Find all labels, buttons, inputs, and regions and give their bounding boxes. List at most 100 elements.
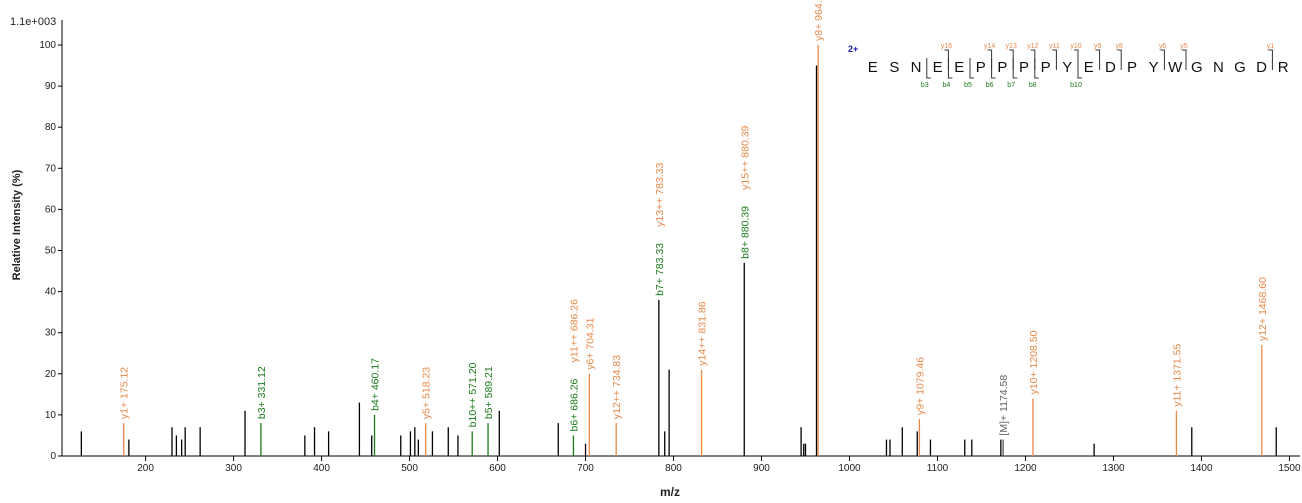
residue: N (911, 59, 922, 76)
y-ion-marker (1074, 49, 1079, 70)
b-ion-label: b8 (1029, 82, 1037, 89)
y-ion-marker (1268, 49, 1273, 70)
b-ion-label: b5 (964, 82, 972, 89)
x-tick-label: 1100 (927, 463, 949, 474)
residue: G (1191, 59, 1203, 76)
y-ion-label: y12 (1027, 43, 1038, 50)
b-ion-marker (1077, 58, 1082, 79)
y-ion-label: y10 (1070, 43, 1081, 50)
y-ion-marker (1052, 49, 1057, 70)
residue: G (1234, 59, 1246, 76)
b-ion-marker (947, 58, 953, 79)
b-ion-marker (926, 58, 931, 79)
x-tick-label: 1000 (838, 463, 861, 474)
peak-label: b4+ 460.17 (370, 358, 382, 411)
b-ion-label: b3 (921, 82, 929, 89)
peak-label: y11++ 686.26 (568, 299, 580, 363)
b-ion-marker (969, 58, 974, 79)
y-ion-marker (1160, 49, 1165, 70)
residue: P (1127, 59, 1137, 76)
y-tick-label: 30 (45, 328, 57, 339)
peak-label: y12++ 734.83 (611, 355, 623, 419)
y-ion-marker (1030, 49, 1036, 70)
residue: Y (1062, 59, 1072, 76)
residue: D (1256, 59, 1267, 76)
peak-label: y14++ 831.86 (697, 301, 709, 365)
y-tick-label: 0 (50, 451, 56, 462)
x-tick-label: 800 (665, 463, 682, 474)
peak-label: y11+ 1371.55 (1171, 343, 1183, 406)
y-ion-label: y14 (984, 43, 995, 50)
y-ion-label: y6 (1159, 43, 1167, 50)
peak-label: y15++ 880.39 (739, 125, 751, 189)
y-tick-label: 80 (45, 122, 57, 133)
y-tick-label: 100 (39, 40, 56, 51)
y-tick-label: 70 (45, 163, 57, 174)
peak-label: y10+ 1208.50 (1028, 330, 1040, 394)
y-tick-label: 50 (45, 246, 57, 257)
peak-label: b8+ 880.39 (739, 206, 751, 259)
x-tick-label: 200 (137, 463, 154, 474)
b-ion-label: b4 (943, 82, 951, 89)
y-ion-label: y13 (1006, 43, 1017, 50)
peak-label: y6+ 704.31 (584, 317, 596, 369)
residue: E (954, 59, 964, 76)
y-ion-label: y1 (1267, 43, 1275, 50)
x-tick-label: 300 (225, 463, 242, 474)
residue: P (997, 59, 1007, 76)
x-tick-label: 1400 (1190, 463, 1213, 474)
y-tick-label: 60 (45, 204, 57, 215)
residue: P (976, 59, 986, 76)
x-tick-label: 1300 (1102, 463, 1125, 474)
x-tick-label: 600 (489, 463, 506, 474)
residue: P (1019, 59, 1029, 76)
residue: P (1041, 59, 1051, 76)
peak-label: y5+ 518.23 (421, 367, 433, 419)
peak-label: y12+ 1468.60 (1257, 277, 1269, 341)
y-ion-label: y9 (1094, 43, 1102, 50)
x-axis-title: m/z (660, 485, 680, 499)
residue: S (889, 59, 899, 76)
b-ion-label: b6 (986, 82, 994, 89)
peak-label: b10++ 571.20 (467, 362, 479, 427)
residue: R (1278, 59, 1289, 76)
peak-label: b5+ 589.21 (483, 366, 495, 419)
charge-state: 2+ (848, 44, 858, 54)
y-ion-marker (1117, 49, 1122, 70)
x-tick-label: 500 (401, 463, 418, 474)
y-ion-label: y16 (941, 43, 952, 50)
peak-label: b3+ 331.12 (256, 366, 268, 419)
x-tick-label: 700 (577, 463, 594, 474)
y-ion-marker (1182, 49, 1187, 70)
residue: D (1105, 59, 1116, 76)
b-ion-marker (1012, 58, 1018, 79)
y-tick-label: 20 (45, 369, 57, 380)
y-ion-marker (1009, 49, 1014, 70)
peak-label: y13++ 783.33 (654, 162, 666, 226)
y-axis-title: Relative Intensity (%) (11, 169, 23, 280)
residue: E (868, 59, 878, 76)
y-ion-marker (1095, 49, 1101, 70)
y-ion-label: y5 (1180, 43, 1188, 50)
y-ion-marker (987, 49, 993, 70)
residue: Y (1149, 59, 1159, 76)
y-ion-label: y11 (1049, 43, 1060, 50)
x-tick-label: 1500 (1278, 463, 1301, 474)
peak-label: b6+ 686.26 (568, 378, 580, 431)
x-tick-label: 1200 (1014, 463, 1037, 474)
y-ion-marker (944, 49, 949, 70)
residue: E (933, 59, 943, 76)
residue: W (1168, 59, 1183, 76)
b-ion-label: b10 (1070, 82, 1082, 89)
y-ion-label: y8 (1115, 43, 1123, 50)
scale-label: 1.1e+003 (10, 16, 56, 28)
y-tick-label: 10 (45, 410, 57, 421)
residue: E (1084, 59, 1094, 76)
peak-label: y9+ 1079.46 (914, 357, 926, 415)
peak-label: b7+ 783.33 (654, 243, 666, 296)
peak-label: [M]+ 1174.58 (998, 375, 1010, 436)
peak-label: y1+ 175.12 (119, 367, 131, 419)
y-tick-label: 40 (45, 287, 57, 298)
x-tick-label: 900 (753, 463, 770, 474)
